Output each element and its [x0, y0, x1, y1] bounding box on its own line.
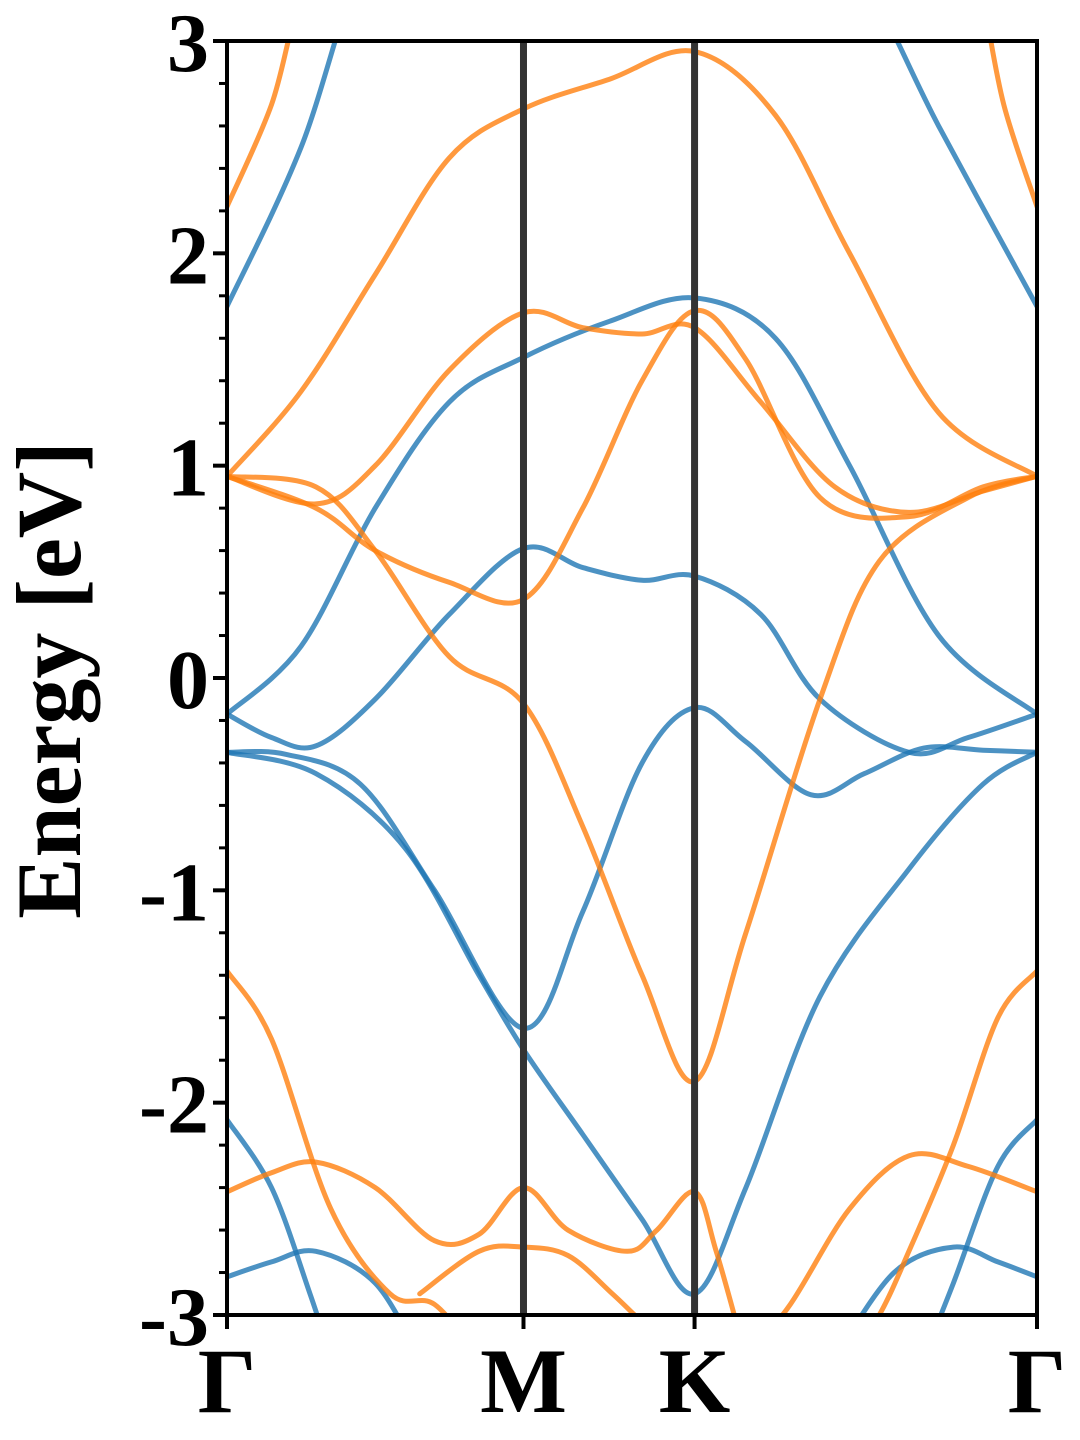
band-line-5	[227, 749, 1037, 1297]
band-line-14	[227, 473, 1037, 1085]
band-line-9	[858, 1244, 1037, 1315]
y-tick-label: 0	[167, 634, 209, 727]
plot-frame	[225, 39, 1039, 1317]
band-line-17	[417, 1243, 639, 1315]
band-line-11	[227, 48, 1037, 479]
band-line-19	[779, 1151, 1037, 1315]
band-line-1	[227, 41, 1037, 309]
band-line-12	[227, 308, 1037, 515]
x-tick-label: M	[480, 1330, 567, 1432]
band-lines	[227, 41, 1037, 1315]
x-tick-label: Γ	[198, 1330, 257, 1432]
x-tick-label: K	[659, 1330, 731, 1432]
band-line-4	[227, 704, 1037, 1031]
y-tick-label: 1	[167, 422, 209, 515]
y-axis-ticks: -3 -2 -1 0 1 2 3	[139, 0, 227, 1364]
band-line-3	[227, 544, 1037, 757]
x-tick-label: Γ	[1008, 1330, 1067, 1432]
band-line-15	[227, 968, 450, 1315]
band-line-8	[938, 1117, 1037, 1315]
band-line-6	[227, 1117, 320, 1315]
y-tick-label: -1	[139, 846, 209, 939]
band-line-2	[227, 295, 1037, 717]
band-line-7	[227, 1248, 400, 1315]
y-tick-label: 3	[167, 0, 209, 90]
band-line-20	[988, 41, 1037, 210]
band-line-16	[227, 1159, 737, 1315]
y-axis-title: Energy [eV]	[0, 441, 100, 919]
y-tick-label: -3	[139, 1271, 209, 1364]
high-symmetry-lines	[519, 41, 699, 1315]
y-tick-label: -2	[139, 1059, 209, 1152]
band-line-18	[876, 968, 1037, 1315]
band-line-10	[227, 41, 291, 210]
y-tick-label: 2	[167, 209, 209, 302]
